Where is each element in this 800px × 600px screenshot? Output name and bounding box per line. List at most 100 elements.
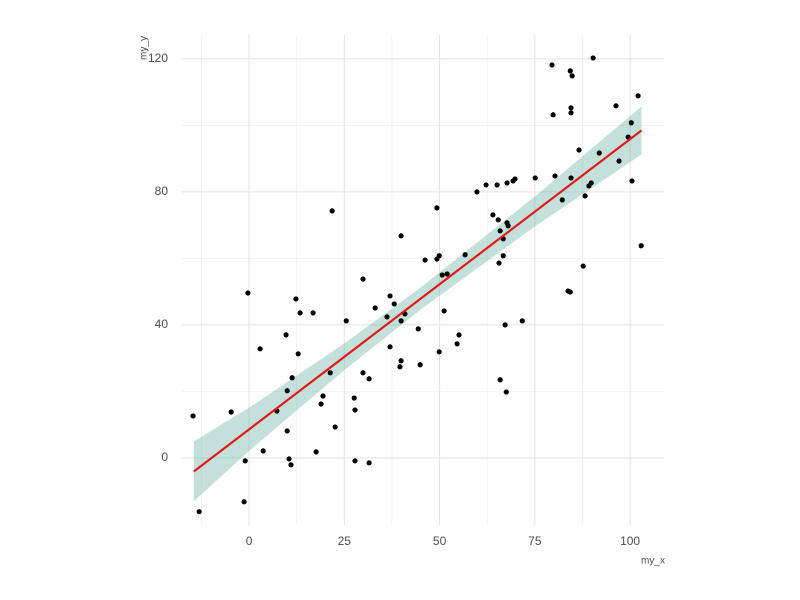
point [454, 341, 460, 347]
point [576, 147, 582, 153]
point [441, 308, 447, 314]
point [397, 364, 403, 370]
point [293, 296, 299, 302]
point [351, 395, 357, 401]
point [568, 175, 574, 181]
point [628, 120, 634, 126]
point [502, 322, 508, 328]
point [260, 448, 266, 454]
point [580, 263, 586, 269]
point [332, 424, 338, 430]
point [366, 460, 372, 466]
y-tick-label: 40 [155, 317, 169, 331]
point [327, 370, 333, 376]
plot-layer [190, 55, 644, 515]
x-tick-label: 0 [246, 534, 253, 548]
point [417, 362, 423, 368]
point [496, 260, 502, 266]
point [352, 407, 358, 413]
point [289, 375, 295, 381]
point [245, 290, 251, 296]
point [500, 253, 506, 259]
point [504, 180, 510, 186]
point [568, 110, 574, 116]
point [519, 318, 525, 324]
point [439, 272, 445, 278]
point [616, 158, 622, 164]
point [456, 332, 462, 338]
y-tick-label: 0 [161, 450, 168, 464]
point [444, 271, 450, 277]
point [297, 310, 303, 316]
point [590, 55, 596, 61]
point [398, 233, 404, 239]
point [398, 358, 404, 364]
point [495, 217, 501, 223]
x-tick-label: 75 [528, 534, 542, 548]
point [550, 112, 556, 118]
point [310, 310, 316, 316]
point [257, 346, 263, 352]
point [596, 150, 602, 156]
point [320, 393, 326, 399]
y-tick-label: 80 [155, 184, 169, 198]
point [387, 293, 393, 299]
point [415, 326, 421, 332]
point [629, 178, 635, 184]
point [559, 197, 565, 203]
point [387, 344, 393, 350]
point [588, 180, 594, 186]
x-tick-label: 25 [338, 534, 352, 548]
confidence-band [193, 106, 642, 502]
fit-line [193, 129, 643, 473]
point [283, 332, 289, 338]
point [318, 401, 324, 407]
point [228, 409, 234, 415]
point [532, 175, 538, 181]
point [490, 212, 496, 218]
point [635, 93, 641, 99]
point [505, 223, 511, 229]
point [552, 173, 558, 179]
point [241, 499, 247, 505]
point [567, 289, 573, 295]
x-tick-label: 50 [433, 534, 447, 548]
point [288, 462, 294, 468]
x-axis-label: my_x [641, 556, 665, 567]
point [190, 413, 196, 419]
y-axis-label: my_y [139, 36, 150, 60]
x-tick-label: 100 [620, 534, 640, 548]
point [567, 68, 573, 74]
point [494, 182, 500, 188]
point [462, 252, 468, 258]
point [286, 456, 292, 462]
point [474, 189, 480, 195]
point [329, 208, 335, 214]
point [372, 305, 378, 311]
point [568, 105, 574, 111]
point [549, 62, 555, 68]
y-tick-label: 120 [148, 51, 168, 65]
point [384, 314, 390, 320]
point [582, 193, 588, 199]
point [242, 458, 248, 464]
point [503, 389, 509, 395]
point [398, 318, 404, 324]
point [497, 228, 503, 234]
point [284, 428, 290, 434]
point [436, 253, 442, 259]
point [512, 176, 518, 182]
point [196, 509, 202, 515]
point [497, 377, 503, 383]
point [436, 349, 442, 355]
point [352, 458, 358, 464]
point [391, 301, 397, 307]
grid [182, 35, 664, 525]
point [613, 103, 619, 109]
point [284, 388, 290, 394]
point [313, 449, 319, 455]
point [434, 205, 440, 211]
point [366, 376, 372, 382]
